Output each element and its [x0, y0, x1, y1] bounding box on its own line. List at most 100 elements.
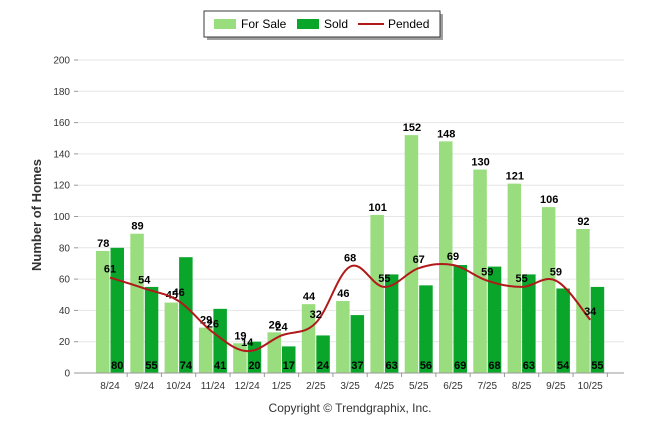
- bar-for-sale: [576, 229, 590, 373]
- label-sold: 17: [283, 360, 295, 372]
- x-tick-label: 5/25: [409, 381, 429, 392]
- y-axis-label: Number of Homes: [29, 159, 44, 271]
- label-sold: 37: [351, 360, 363, 372]
- label-for-sale: 92: [577, 216, 589, 228]
- y-tick-label: 160: [53, 118, 70, 129]
- bar-sold: [556, 288, 570, 373]
- label-pended: 55: [378, 273, 390, 285]
- bar-sold: [522, 274, 536, 373]
- legend-label-for-sale: For Sale: [241, 17, 287, 31]
- pended-line: [109, 262, 591, 353]
- y-tick-label: 80: [59, 243, 71, 254]
- bar-sold: [453, 265, 467, 373]
- label-for-sale: 19: [234, 330, 246, 342]
- label-for-sale: 78: [97, 238, 109, 250]
- legend-box: [203, 10, 441, 38]
- label-for-sale: 152: [403, 122, 421, 134]
- label-sold: 55: [145, 360, 157, 372]
- label-pended: 69: [447, 251, 459, 263]
- y-tick-label: 0: [64, 369, 70, 380]
- label-for-sale: 44: [303, 291, 316, 303]
- bar-sold: [282, 346, 296, 373]
- label-pended: 55: [515, 273, 527, 285]
- label-pended: 59: [550, 267, 562, 279]
- legend-swatch-sold: [297, 19, 319, 29]
- footer-copyright: Copyright © Trendgraphix, Inc.: [269, 401, 432, 415]
- bar-sold: [144, 286, 159, 373]
- x-tick-label: 11/24: [201, 381, 226, 392]
- label-pended: 24: [275, 321, 288, 333]
- label-for-sale: 148: [437, 128, 455, 140]
- bar-for-sale: [404, 135, 419, 373]
- bar-for-sale: [198, 327, 213, 373]
- bar-for-sale: [164, 302, 179, 373]
- x-axis-ticks: 8/24 9/24 10/24 11/24 12/24 1/25 2/25 3/25 4/25 5…: [100, 373, 608, 392]
- x-tick-label: 8/24: [100, 381, 120, 392]
- x-tick-label: 1/25: [272, 381, 292, 392]
- bar-for-sale: [267, 332, 281, 373]
- label-pended: 14: [241, 337, 254, 349]
- label-pended: 46: [172, 287, 184, 299]
- y-tick-label: 20: [59, 337, 71, 348]
- label-sold: 41: [214, 360, 226, 372]
- bar-sold: [384, 274, 399, 373]
- label-sold: 69: [454, 360, 466, 372]
- label-for-sale: 26: [269, 319, 281, 331]
- label-pended: 32: [310, 309, 322, 321]
- x-tick-label: 3/25: [340, 381, 360, 392]
- x-tick-label: 9/25: [546, 381, 566, 392]
- label-sold: 54: [557, 360, 570, 372]
- bar-for-sale: [336, 301, 350, 373]
- label-pended: 34: [584, 306, 597, 318]
- y-tick-label: 40: [59, 306, 71, 317]
- bar-for-sale: [541, 207, 556, 373]
- x-tick-label: 9/24: [135, 381, 155, 392]
- label-for-sale: 101: [368, 202, 386, 214]
- y-tick-label: 200: [53, 56, 70, 67]
- legend-label-sold: Sold: [324, 17, 348, 31]
- legend-label-pended: Pended: [388, 17, 429, 31]
- pended-series: 61 54 46 26 14 24 32 68 55 67 69 59 55 59 34: [104, 251, 597, 353]
- bar-for-sale: [301, 304, 316, 373]
- label-pended: 54: [138, 274, 151, 286]
- bar-sold: [419, 285, 433, 373]
- bar-sold: [590, 286, 605, 373]
- bar-for-sale: [473, 169, 487, 373]
- label-sold: 74: [180, 360, 193, 372]
- label-sold: 80: [111, 360, 123, 372]
- label-for-sale: 46: [337, 288, 349, 300]
- y-tick-label: 120: [53, 181, 70, 192]
- x-tick-label: 2/25: [306, 381, 326, 392]
- bar-for-sale: [439, 141, 453, 373]
- x-tick-label: 4/25: [375, 381, 395, 392]
- y-tick-label: 180: [53, 87, 70, 98]
- bars: 7880895545742941192026174424463710163152…: [96, 122, 605, 373]
- x-tick-label: 8/25: [512, 381, 532, 392]
- bar-sold: [316, 335, 330, 373]
- y-tick-label: 60: [59, 275, 71, 286]
- bar-sold: [213, 308, 227, 373]
- label-sold: 63: [386, 360, 398, 372]
- bar-for-sale: [507, 183, 522, 373]
- label-pended: 61: [104, 264, 116, 276]
- label-sold: 24: [317, 360, 330, 372]
- label-for-sale: 130: [471, 157, 489, 169]
- x-tick-label: 7/25: [478, 381, 498, 392]
- x-tick-label: 6/25: [443, 381, 463, 392]
- legend-swatch-for-sale: [214, 19, 236, 29]
- label-sold: 56: [420, 360, 432, 372]
- label-pended: 68: [344, 253, 356, 265]
- y-tick-label: 100: [53, 212, 70, 223]
- label-pended: 67: [413, 254, 425, 266]
- label-for-sale: 89: [131, 221, 143, 233]
- x-tick-label: 10/24: [166, 381, 191, 392]
- label-pended: 26: [207, 318, 219, 330]
- bar-sold: [350, 315, 365, 373]
- legend: For Sale Sold Pended: [203, 10, 443, 40]
- label-sold: 63: [523, 360, 535, 372]
- bar-for-sale: [130, 233, 144, 373]
- label-sold: 20: [248, 360, 260, 372]
- label-for-sale: 121: [506, 171, 524, 183]
- label-for-sale: 106: [540, 194, 558, 206]
